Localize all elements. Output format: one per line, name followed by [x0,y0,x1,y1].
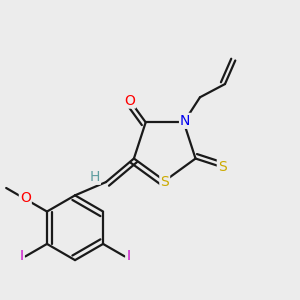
Text: N: N [180,114,190,128]
Text: I: I [126,249,130,263]
Text: O: O [20,190,31,205]
Text: O: O [124,94,135,108]
Text: H: H [90,170,100,184]
Text: I: I [20,249,24,263]
Text: S: S [218,160,226,174]
Text: S: S [160,176,169,189]
